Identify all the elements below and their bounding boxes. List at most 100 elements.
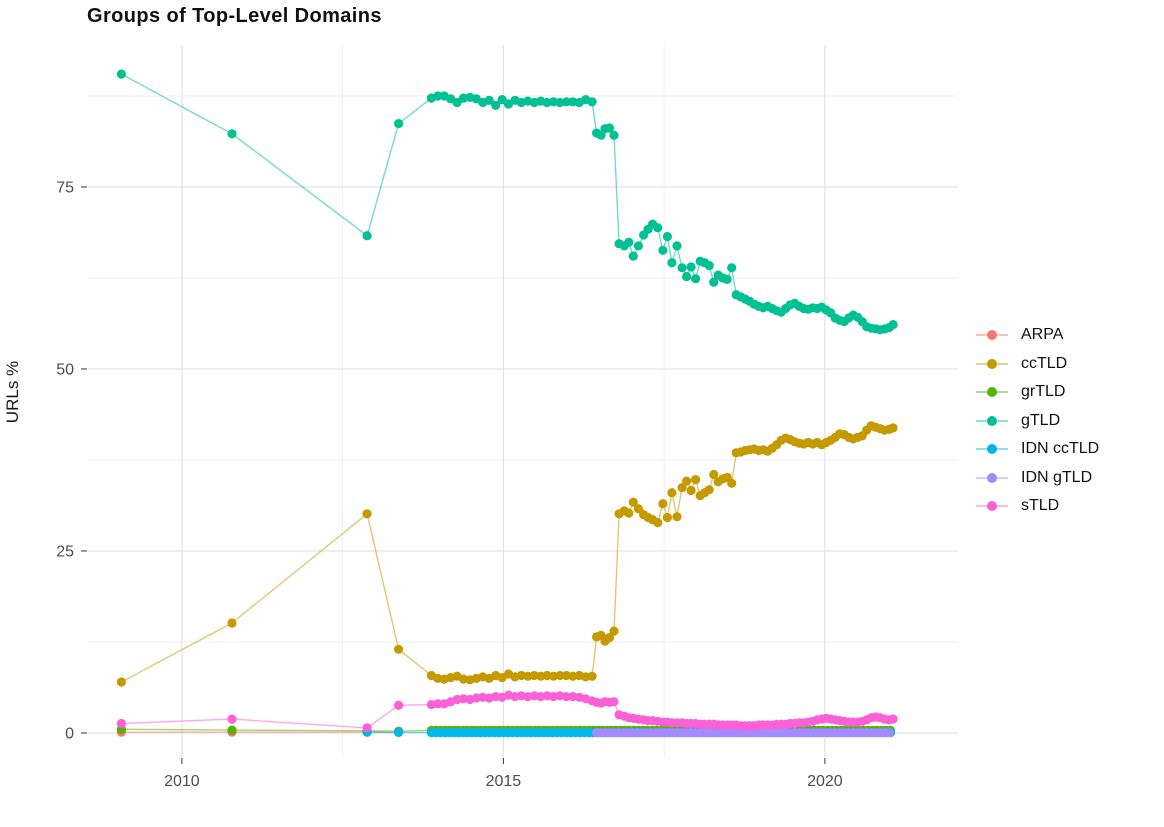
data-point [227,725,237,735]
data-point [658,245,668,255]
data-point [561,97,572,107]
legend-label: IDN ccTLD [1021,440,1100,458]
series-line [121,425,894,683]
data-point [677,483,687,493]
legend-item-IDN-ccTLD: IDN ccTLD [976,435,1099,464]
data-point [888,714,898,724]
series-IDN-gTLD [592,728,894,738]
x-tick-label: 2015 [486,773,522,790]
series-sTLD [116,690,898,733]
data-point [653,223,663,233]
legend-dot-icon [987,330,997,341]
data-point [691,274,701,284]
data-point [628,251,638,261]
legend-item-sTLD: sTLD [976,492,1099,521]
data-point [609,130,619,140]
data-point [394,119,404,129]
data-point [433,699,443,709]
data-point [633,504,644,514]
y-tick-label: 75 [56,179,74,196]
legend-label: grTLD [1021,383,1066,401]
data-point [633,241,644,251]
legend-dot-icon [987,415,997,426]
data-point [555,670,565,681]
data-point [727,263,737,273]
data-point [227,714,237,724]
data-point [491,100,501,110]
data-point [686,262,696,272]
legend-dot-icon [987,472,997,483]
y-tick-label: 50 [56,361,74,378]
data-point [116,718,126,729]
legend-item-ARPA: ARPA [976,321,1099,350]
series-gTLD [116,69,898,335]
legend-dot-icon [987,387,997,398]
data-point [362,509,372,519]
data-point [604,633,615,643]
data-point [484,95,494,105]
legend-swatch-icon [976,358,1008,370]
data-point [888,320,898,330]
data-point [227,618,237,628]
legend-swatch-icon [976,443,1008,455]
data-point [609,626,619,636]
data-point [609,697,619,707]
data-point [691,475,701,485]
y-tick-label: 25 [56,543,74,560]
data-point [722,274,732,284]
legend-label: gTLD [1021,411,1061,429]
legend-swatch-icon [976,500,1008,512]
data-point [686,485,696,496]
data-point [362,723,372,733]
legend-dot-icon [987,358,997,369]
data-point [116,677,126,687]
data-point [658,499,668,509]
data-point [497,95,507,105]
legend-label: IDN gTLD [1021,468,1093,486]
data-point [227,129,237,139]
legend-dot-icon [987,444,997,455]
data-point [394,644,404,654]
data-point [667,488,677,498]
legend-swatch-icon [976,329,1008,341]
data-point [362,231,372,241]
legend-swatch-icon [976,386,1008,398]
legend-item-ccTLD: ccTLD [976,350,1099,379]
data-point [888,423,898,433]
legend-item-gTLD: gTLD [976,407,1099,436]
legend: ARPA ccTLD grTLD gTLD IDN ccTLD IDN gTLD sTLD [976,321,1099,521]
legend-dot-icon [987,501,997,512]
series-line [121,73,894,331]
legend-swatch-icon [976,415,1008,427]
legend-swatch-icon [976,472,1008,484]
data-point [116,69,126,79]
data-point [452,97,462,108]
data-point [604,123,615,133]
series-ccTLD [116,421,898,687]
data-point [672,241,682,251]
x-tick-label: 2020 [807,773,843,790]
data-point [682,476,692,486]
data-point [709,469,719,480]
legend-item-IDN-gTLD: IDN gTLD [976,464,1099,493]
x-tick-label: 2010 [164,773,200,790]
legend-label: sTLD [1021,497,1060,515]
data-point [667,258,677,268]
data-point [672,512,682,522]
legend-item-grTLD: grTLD [976,378,1099,407]
data-point [709,277,719,287]
data-point [662,512,673,523]
data-point [587,97,597,107]
data-point [624,508,634,518]
legend-label: ccTLD [1021,354,1068,372]
data-point [394,700,404,710]
data-point [624,237,634,247]
chart-title: Groups of Top-Level Domains [87,5,382,27]
data-point [653,518,663,528]
data-point [704,261,714,271]
data-point [433,91,443,101]
data-point [662,231,673,242]
data-point [677,263,687,273]
